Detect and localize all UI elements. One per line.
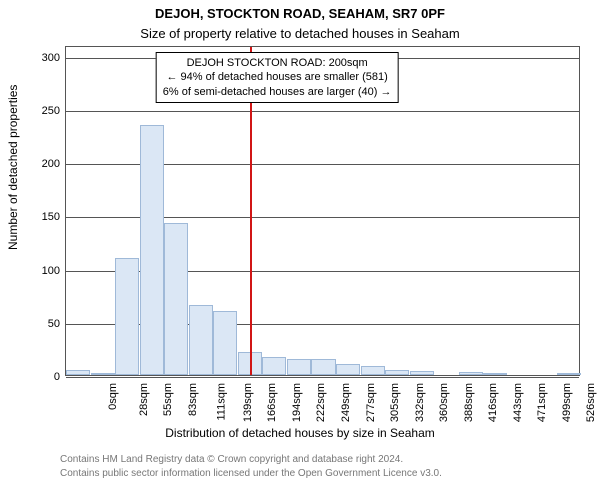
footer-copyright-1: Contains HM Land Registry data © Crown c… — [60, 454, 403, 465]
y-tick-label: 150 — [42, 211, 66, 223]
x-tick-label: 443sqm — [512, 381, 524, 422]
x-axis-label: Distribution of detached houses by size … — [0, 426, 600, 440]
histogram-bar — [287, 359, 311, 375]
annotation-line: 6% of semi-detached houses are larger (4… — [163, 85, 392, 99]
x-tick-label: 499sqm — [561, 381, 573, 422]
x-tick-label: 249sqm — [340, 381, 352, 422]
y-tick-label: 100 — [42, 265, 66, 277]
x-tick-label: 388sqm — [463, 381, 475, 422]
y-tick-label: 200 — [42, 158, 66, 170]
x-tick-label: 83sqm — [187, 381, 199, 416]
annotation-box: DEJOH STOCKTON ROAD: 200sqm← 94% of deta… — [156, 52, 399, 103]
x-tick-label: 111sqm — [216, 381, 228, 421]
histogram-bar — [66, 370, 90, 375]
histogram-bar — [557, 373, 581, 375]
gridline — [66, 111, 579, 112]
histogram-bar — [459, 372, 483, 375]
x-tick-label: 222sqm — [316, 381, 328, 422]
x-tick-label: 194sqm — [291, 381, 303, 422]
x-tick-label: 139sqm — [242, 381, 254, 422]
x-tick-label: 416sqm — [487, 381, 499, 422]
y-tick-label: 50 — [48, 318, 66, 330]
y-tick-label: 300 — [42, 52, 66, 64]
histogram-bar — [213, 311, 237, 375]
annotation-line: ← 94% of detached houses are smaller (58… — [163, 70, 392, 84]
chart-title-line2: Size of property relative to detached ho… — [0, 26, 600, 41]
x-tick-label: 332sqm — [414, 381, 426, 422]
plot-area: 0501001502002503000sqm28sqm55sqm83sqm111… — [65, 46, 580, 376]
footer-copyright-2: Contains public sector information licen… — [60, 468, 442, 479]
histogram-bar — [91, 373, 115, 375]
x-tick-label: 277sqm — [365, 381, 377, 422]
x-tick-label: 28sqm — [138, 381, 150, 416]
chart-container: DEJOH, STOCKTON ROAD, SEAHAM, SR7 0PF Si… — [0, 0, 600, 500]
x-tick-label: 55sqm — [162, 381, 174, 416]
histogram-bar — [311, 359, 335, 375]
histogram-bar — [189, 305, 213, 375]
x-tick-label: 360sqm — [438, 381, 450, 422]
y-axis-label: Number of detached properties — [6, 85, 20, 250]
histogram-bar — [164, 223, 188, 375]
histogram-bar — [115, 258, 139, 375]
x-tick-label: 166sqm — [267, 381, 279, 422]
x-tick-label: 0sqm — [107, 381, 119, 410]
histogram-bar — [336, 364, 360, 375]
histogram-bar — [361, 366, 385, 375]
histogram-bar — [410, 371, 434, 375]
gridline — [66, 377, 579, 378]
histogram-bar — [483, 373, 507, 375]
x-tick-label: 526sqm — [585, 381, 597, 422]
y-tick-label: 0 — [54, 371, 66, 383]
chart-title-line1: DEJOH, STOCKTON ROAD, SEAHAM, SR7 0PF — [0, 6, 600, 21]
histogram-bar — [385, 370, 409, 375]
annotation-line: DEJOH STOCKTON ROAD: 200sqm — [163, 56, 392, 70]
histogram-bar — [262, 357, 286, 375]
histogram-bar — [140, 125, 164, 375]
x-tick-label: 305sqm — [389, 381, 401, 422]
y-tick-label: 250 — [42, 105, 66, 117]
x-tick-label: 471sqm — [536, 381, 548, 422]
